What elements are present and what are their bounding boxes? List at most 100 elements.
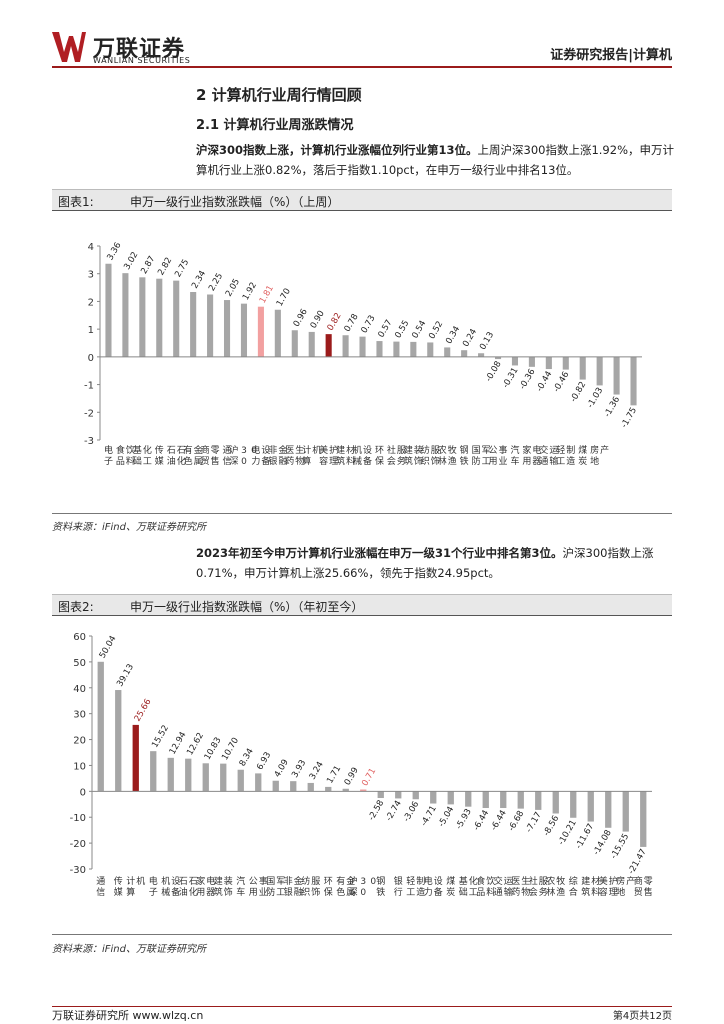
category-label: 运 [549, 445, 558, 456]
bar [430, 791, 437, 804]
figure2-source: 资料来源：iFind、万联证券研究所 [52, 944, 206, 955]
category-label: 电 [206, 875, 215, 887]
category-label: 石 [179, 877, 188, 887]
category-label: 炭 [578, 456, 587, 467]
category-label: 饮 [126, 444, 135, 456]
data-label: 4.09 [273, 758, 291, 779]
category-label: 媒 [155, 456, 164, 467]
category-label: 制 [416, 875, 425, 887]
category-label: 石 [167, 446, 176, 456]
category-label: 房 [616, 875, 625, 887]
category-label: 油 [167, 455, 176, 467]
category-label: 医 [285, 445, 294, 456]
category-label: 牧 [556, 875, 565, 887]
category-label: 容 [599, 886, 608, 898]
bar [237, 769, 244, 792]
data-label: 0.57 [376, 318, 394, 339]
category-label: 银 [268, 455, 277, 467]
category-label: 农 [438, 444, 447, 456]
bar [500, 791, 507, 809]
category-label: 输 [549, 455, 558, 467]
bar [444, 347, 451, 357]
category-label: 通 [96, 876, 105, 887]
bar [376, 341, 383, 357]
figure1-chart: -3 -2 -1 0 1 2 3 4 3.36 3.02 2.87 2.82 2.75 2.34 2.25 2… [52, 211, 672, 514]
paragraph-ytd: 2023年初至今申万计算机行业涨幅在申万一级31个行业中排名第3位。沪深300指… [196, 543, 674, 583]
category-label: 会 [387, 455, 396, 467]
data-label: 0.34 [444, 325, 462, 346]
category-label: 设 [261, 445, 270, 456]
category-label: 材 [591, 875, 600, 887]
y-tick-label: -3 [84, 436, 94, 447]
paragraph-weekly-lead: 沪深300指数上涨，计算机行业涨幅位列行业第13位。 [196, 143, 478, 157]
footer-page-number: 第4页共12页 [612, 1011, 672, 1022]
category-label: 0 [370, 877, 376, 887]
category-label: 会 [529, 886, 538, 898]
category-label: 基 [459, 875, 468, 887]
bar [447, 791, 454, 805]
category-label: 环 [324, 876, 333, 887]
category-label: 服 [311, 876, 320, 887]
category-label: 药 [511, 887, 520, 898]
data-label: -2.58 [367, 799, 387, 823]
category-label: 金 [294, 875, 303, 887]
bar [173, 280, 180, 357]
category-label: 非 [268, 444, 277, 456]
figure1-title-bar: 图表1: 申万一级行业指数涨跌幅（%）（上周） [52, 189, 672, 211]
bar [622, 791, 629, 832]
bar [132, 724, 139, 792]
bar [465, 791, 472, 807]
data-label: -1.36 [603, 395, 623, 419]
y-tick-label: -2 [84, 408, 94, 419]
category-label: 3 [241, 446, 247, 456]
category-label: 美 [599, 875, 608, 887]
data-label: 0.13 [478, 330, 496, 351]
category-label: 媒 [114, 887, 123, 898]
category-label: 美 [319, 444, 328, 456]
category-label: 筑 [214, 886, 223, 898]
data-label: 15.52 [150, 724, 171, 750]
category-label: 设 [434, 876, 443, 887]
logo-name-en: WANLIAN SECURITIES [93, 56, 191, 65]
data-label: 0.82 [326, 311, 344, 332]
data-label: 2.82 [156, 256, 174, 277]
category-label: 事 [259, 875, 268, 887]
category-label: 车 [510, 455, 519, 467]
bar [511, 356, 519, 366]
category-label: 设 [363, 445, 372, 456]
bar [579, 356, 586, 380]
y-tick-label: 0 [88, 353, 94, 364]
category-label: 电 [424, 875, 433, 887]
category-label: 饰 [311, 886, 320, 898]
category-label: 料 [486, 886, 495, 898]
data-label: 39.13 [115, 662, 136, 688]
data-label: 3.24 [308, 760, 326, 781]
bar [274, 309, 281, 357]
category-label: 装 [224, 875, 233, 887]
category-label: 用 [249, 887, 258, 898]
category-label: 石 [177, 446, 186, 456]
category-label: 钢 [460, 444, 469, 456]
category-label: 0 [251, 446, 257, 456]
data-label: 10.70 [220, 736, 241, 762]
category-label: 金 [346, 875, 355, 887]
category-label: 造 [566, 455, 575, 467]
category-label: 银 [284, 886, 293, 898]
category-label: 家 [522, 444, 531, 456]
figure2-chart: -30 -20 -10 0 10 20 30 40 50 60 50.04 39.13 25.66 15.… [52, 616, 672, 935]
data-label: -7.17 [524, 810, 544, 834]
category-label: 色 [184, 455, 193, 467]
category-label: 筑 [336, 455, 345, 467]
bar [528, 356, 535, 367]
category-label: 属 [346, 887, 355, 898]
category-label: 军 [482, 445, 491, 456]
figure1-label: 图表1: [58, 195, 94, 209]
category-label: 计 [302, 444, 311, 456]
category-label: 计 [126, 875, 135, 887]
bar [461, 350, 468, 357]
category-label: 轻 [406, 875, 415, 887]
y-tick-label: -30 [70, 865, 86, 876]
figure1-caption: 申万一级行业指数涨跌幅（%）（上周） [130, 195, 340, 209]
category-label: 生 [521, 875, 530, 887]
data-label: 0.71 [360, 767, 378, 788]
